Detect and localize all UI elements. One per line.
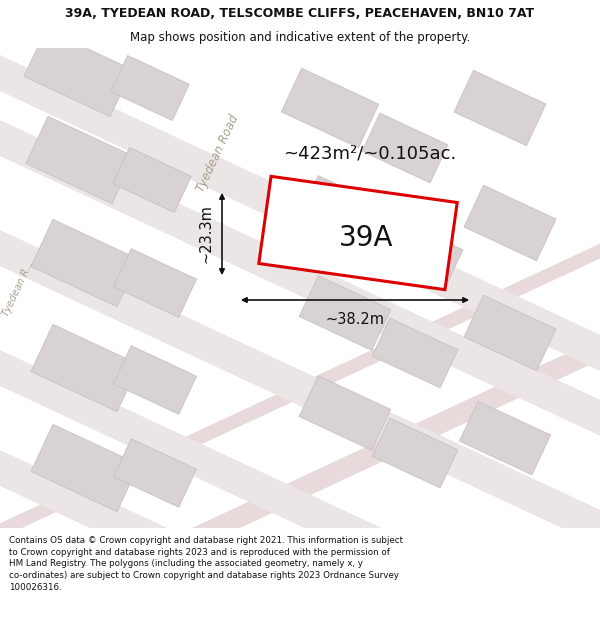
Polygon shape: [0, 120, 600, 436]
Polygon shape: [113, 148, 191, 213]
Text: Tyedean R...: Tyedean R...: [1, 259, 35, 318]
Polygon shape: [299, 376, 391, 450]
Polygon shape: [111, 56, 189, 121]
Text: 39A: 39A: [339, 224, 393, 252]
Text: ~38.2m: ~38.2m: [325, 312, 385, 327]
Polygon shape: [372, 418, 458, 488]
Text: 39A, TYEDEAN ROAD, TELSCOMBE CLIFFS, PEACEHAVEN, BN10 7AT: 39A, TYEDEAN ROAD, TELSCOMBE CLIFFS, PEA…: [65, 7, 535, 20]
Polygon shape: [362, 113, 448, 183]
Polygon shape: [26, 116, 134, 204]
Polygon shape: [192, 48, 600, 528]
Polygon shape: [31, 424, 139, 512]
Polygon shape: [0, 230, 600, 546]
Polygon shape: [113, 346, 197, 414]
Polygon shape: [299, 276, 391, 350]
Polygon shape: [372, 318, 458, 388]
Text: Map shows position and indicative extent of the property.: Map shows position and indicative extent…: [130, 31, 470, 44]
Text: Tyedean Road: Tyedean Road: [194, 112, 242, 194]
Polygon shape: [24, 29, 132, 117]
Polygon shape: [259, 176, 457, 289]
Text: Contains OS data © Crown copyright and database right 2021. This information is : Contains OS data © Crown copyright and d…: [9, 536, 403, 592]
Polygon shape: [464, 185, 556, 261]
Polygon shape: [460, 401, 551, 475]
Polygon shape: [299, 176, 391, 250]
Polygon shape: [0, 55, 600, 371]
Text: ~23.3m: ~23.3m: [199, 204, 214, 264]
Polygon shape: [454, 70, 546, 146]
Polygon shape: [0, 48, 600, 528]
Text: ~423m²/~0.105ac.: ~423m²/~0.105ac.: [283, 144, 457, 162]
Polygon shape: [31, 219, 139, 307]
Polygon shape: [31, 324, 139, 412]
Polygon shape: [0, 350, 600, 625]
Polygon shape: [0, 450, 600, 625]
Polygon shape: [377, 218, 463, 288]
Polygon shape: [281, 68, 379, 148]
Polygon shape: [113, 249, 197, 318]
Polygon shape: [464, 295, 556, 371]
Polygon shape: [113, 439, 197, 508]
